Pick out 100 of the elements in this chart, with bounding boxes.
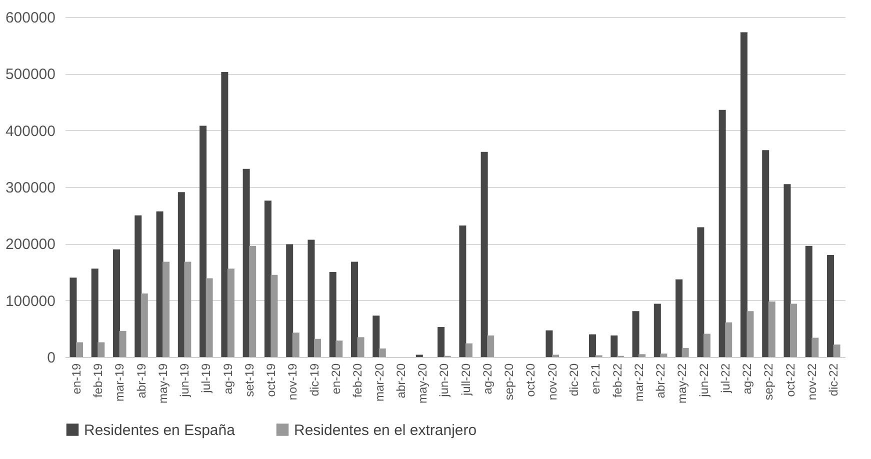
bar [697,227,704,357]
bar [487,335,494,357]
bar [292,332,300,357]
y-tick-label: 500000 [5,66,56,84]
x-tick-label: may-22 [675,363,690,404]
x-tick-label: jul-19 [199,363,214,394]
x-tick-label: feb-19 [90,363,105,398]
bar [242,168,250,357]
bar [833,344,840,357]
bar [329,272,336,357]
x-tick-label: may-19 [156,363,170,404]
x-tick-label: nov-22 [805,363,820,400]
y-tick-label: 100000 [5,292,56,310]
bar [76,342,83,357]
x-tick-label: oct-22 [783,363,798,397]
bar [140,294,148,357]
bar [784,184,791,357]
bar [812,338,819,357]
bar [740,32,748,357]
bar [357,337,364,357]
y-tick-label: 0 [47,350,56,366]
bar [270,274,278,357]
x-tick-label: nov-20 [545,363,560,400]
x-tick-label: ag-19 [220,363,235,394]
bar [178,192,185,357]
bar [314,338,321,357]
bar [746,311,754,357]
bar [227,268,234,357]
bar [221,72,228,357]
bar [465,343,472,357]
x-tick-label: feb-20 [350,363,365,398]
bar [790,304,797,357]
legend-label: Residentes en España [84,422,236,439]
bar [703,334,710,357]
x-tick-label: dic-22 [826,363,841,396]
bar [308,240,315,357]
x-tick-label: mar-20 [372,363,386,402]
bar [286,244,294,357]
x-tick-label: set-19 [242,363,256,397]
bar [827,255,834,357]
bar [372,316,380,357]
x-tick-label: jul-22 [718,363,732,394]
bar [660,354,668,357]
x-tick-label: ag-20 [480,363,494,394]
x-tick-label: ag-22 [740,363,754,394]
bar [676,279,683,357]
x-tick-label: oct-19 [264,363,278,397]
bar [638,354,646,357]
bar [546,330,553,357]
bar [98,342,105,357]
x-tick-label: abr-19 [134,363,148,398]
x-tick-label: en-21 [588,363,603,394]
x-tick-label: en-20 [329,363,343,394]
x-tick-label: feb-22 [610,363,624,398]
x-tick-label: mar-22 [632,363,646,402]
bar [70,278,77,357]
y-tick-label: 600000 [5,10,56,26]
x-tick-label: oct-20 [524,363,538,397]
bar [264,200,272,357]
x-tick-label: mar-19 [112,363,127,402]
bar [249,246,256,357]
bar [438,326,445,357]
x-tick-label: jun-22 [696,363,711,398]
bar [762,150,770,357]
y-tick-label: 200000 [5,236,56,254]
bar [589,334,596,357]
x-tick-label: sep-20 [502,363,516,400]
bar [378,348,386,357]
bar [610,335,618,357]
legend-label: Residentes en el extranjero [294,422,477,439]
bar [184,262,192,357]
bar [134,215,142,357]
bar [162,262,170,357]
x-tick-label: en-19 [69,363,84,394]
x-tick-label: abr-20 [394,363,408,398]
bar [805,246,812,357]
bar [632,311,640,357]
bar [682,348,689,357]
bar [725,322,732,357]
x-tick-label: dic-19 [307,363,322,396]
x-tick-label: jun-19 [178,363,192,398]
bar [91,268,98,357]
bar [459,226,466,357]
bar [654,304,661,357]
x-tick-label: abr-22 [654,363,668,398]
bar [206,278,213,357]
y-tick-label: 400000 [5,122,56,140]
bar [156,211,164,357]
y-tick-label: 300000 [5,180,56,196]
bar [113,249,120,357]
bar [480,152,488,357]
x-tick-label: may-20 [416,363,430,404]
x-tick-label: jull-20 [458,363,473,397]
x-tick-label: sep-22 [762,363,776,400]
bar [336,340,343,357]
x-tick-label: jun-20 [437,363,452,398]
bar [351,262,358,357]
x-tick-label: dic-20 [567,363,581,396]
bar [718,110,726,357]
bar [200,126,207,357]
